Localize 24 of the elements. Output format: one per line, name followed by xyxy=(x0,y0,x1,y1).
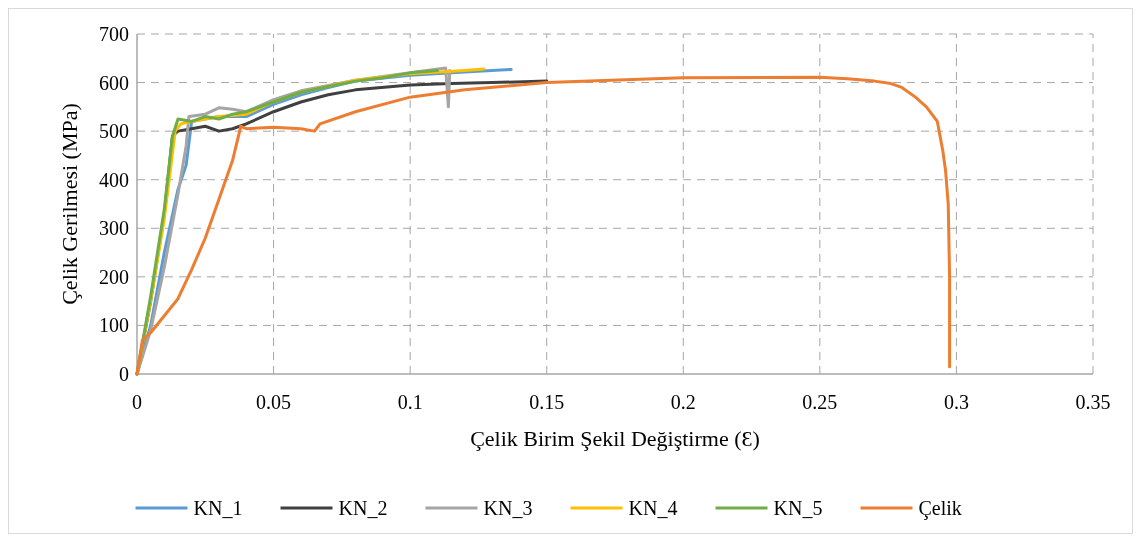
x-tick-label: 0.3 xyxy=(943,391,969,413)
y-tick-label: 0 xyxy=(119,363,129,385)
legend-label: KN_4 xyxy=(628,497,678,519)
x-tick-label: 0.05 xyxy=(256,391,292,413)
y-tick-label: 400 xyxy=(99,168,129,191)
y-tick-label: 100 xyxy=(99,314,129,337)
y-tick-label: 300 xyxy=(99,217,129,240)
legend-label: KN_5 xyxy=(773,497,823,519)
x-tick-label: 0.35 xyxy=(1075,391,1111,413)
x-axis-title: Çelik Birim Şekil Değiştirme (Ɛ) xyxy=(470,426,760,451)
legend-label: KN_1 xyxy=(193,497,243,519)
x-tick-label: 0.2 xyxy=(670,391,696,413)
y-tick-label: 600 xyxy=(99,71,129,94)
x-tick-label: 0.15 xyxy=(529,391,565,413)
legend-label: KN_2 xyxy=(338,497,388,519)
legend-label: Çelik xyxy=(918,497,962,520)
x-tick-label: 0.25 xyxy=(802,391,838,413)
line-series xyxy=(135,75,952,376)
y-tick-label: 200 xyxy=(99,265,129,288)
x-tick-label: 0.1 xyxy=(397,391,423,413)
legend-label: KN_3 xyxy=(483,497,533,519)
y-axis-title: Çelik Gerilmesi (MPa) xyxy=(57,103,82,305)
y-tick-label: 700 xyxy=(99,23,129,45)
y-tick-label: 500 xyxy=(99,120,129,143)
